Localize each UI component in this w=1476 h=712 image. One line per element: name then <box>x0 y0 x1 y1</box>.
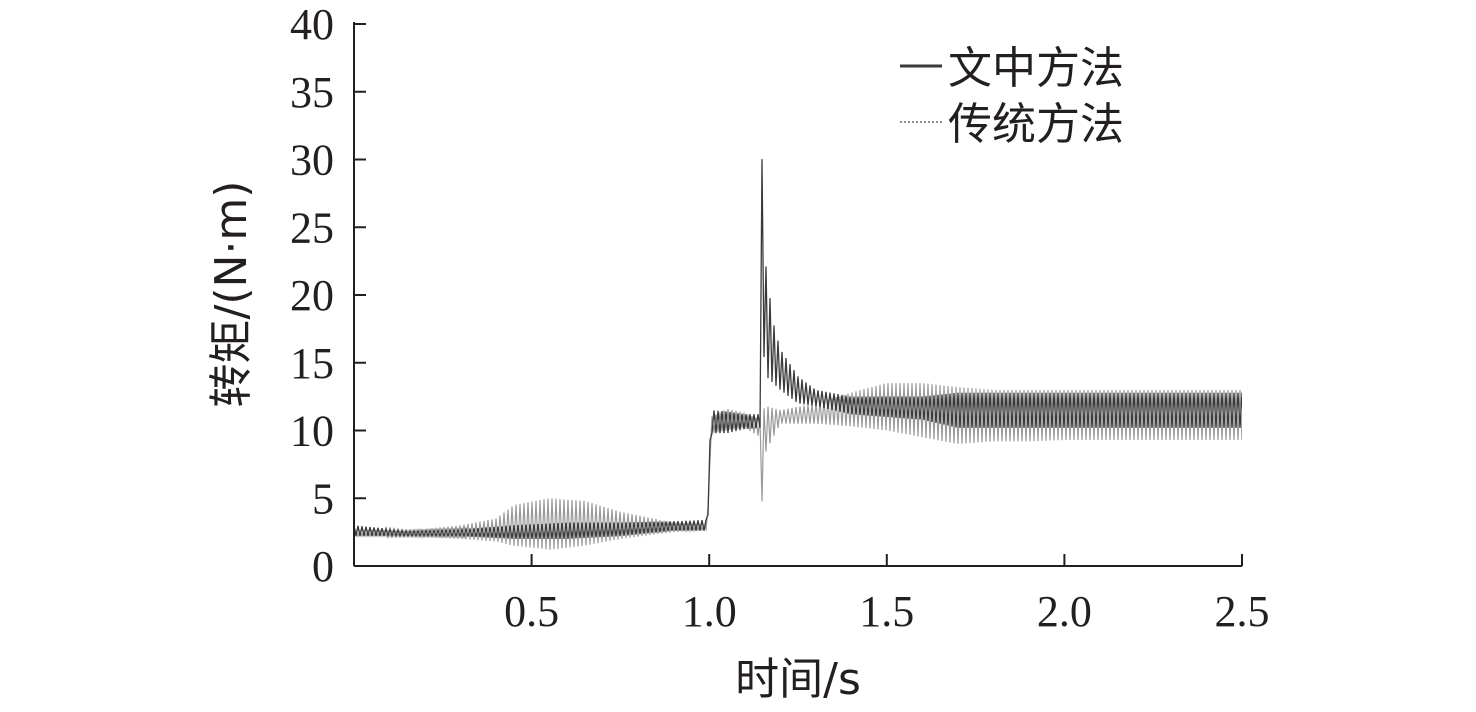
y-tick-label: 35 <box>290 68 334 117</box>
legend-label-series-2: 传统方法 <box>948 99 1124 150</box>
x-tick-label: 2.5 <box>1215 587 1270 636</box>
y-axis-title: 转矩/(N·m) <box>206 181 257 408</box>
y-tick-label: 5 <box>312 474 334 523</box>
legend: 文中方法 传统方法 <box>900 43 1124 150</box>
legend-label-series-1: 文中方法 <box>948 43 1124 94</box>
x-axis-title: 时间/s <box>735 654 861 705</box>
y-tick-label: 25 <box>290 203 334 252</box>
series-line-2 <box>354 383 1242 550</box>
x-tick-label: 0.5 <box>504 587 559 636</box>
y-tick-label: 30 <box>290 136 334 185</box>
y-tick-label: 0 <box>312 542 334 591</box>
ticks: 0 5 10 15 20 25 30 35 40 0.5 1.0 1.5 2.0 2.5 <box>290 0 1270 636</box>
x-tick-label: 2.0 <box>1037 587 1092 636</box>
series-line-1 <box>354 159 1242 539</box>
x-tick-label: 1.5 <box>859 587 914 636</box>
y-tick-label: 10 <box>290 407 334 456</box>
series-layer <box>354 159 1242 550</box>
y-tick-label: 15 <box>290 339 334 388</box>
y-tick-label: 20 <box>290 271 334 320</box>
y-tick-label: 40 <box>290 0 334 49</box>
x-tick-label: 1.0 <box>682 587 737 636</box>
